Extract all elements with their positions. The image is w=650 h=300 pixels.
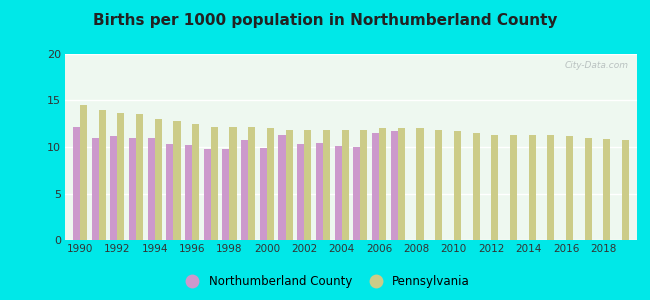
Bar	[285, 130, 293, 240]
Bar	[211, 127, 218, 240]
Bar	[304, 130, 311, 240]
Bar	[241, 140, 248, 240]
Bar	[417, 128, 424, 240]
Bar	[185, 145, 192, 240]
Bar	[203, 149, 211, 240]
Bar	[435, 130, 442, 240]
Bar	[491, 135, 499, 240]
Bar	[603, 139, 610, 240]
Bar	[323, 130, 330, 240]
Bar	[353, 147, 360, 240]
Bar	[297, 144, 304, 240]
Bar	[278, 135, 285, 240]
Bar	[379, 128, 386, 240]
Bar	[316, 143, 323, 240]
Bar	[229, 128, 237, 240]
Bar	[622, 140, 629, 240]
Bar	[148, 138, 155, 240]
Bar	[222, 149, 229, 240]
Bar	[528, 135, 536, 240]
Bar	[166, 144, 174, 240]
Bar	[248, 128, 255, 240]
Bar	[118, 112, 124, 240]
Bar	[360, 130, 367, 240]
Bar	[566, 136, 573, 240]
Bar	[335, 146, 342, 240]
Bar	[510, 135, 517, 240]
Bar	[372, 133, 379, 240]
Legend: Northumberland County, Pennsylvania: Northumberland County, Pennsylvania	[176, 270, 474, 292]
Bar	[80, 105, 87, 240]
Text: City-Data.com: City-Data.com	[564, 61, 629, 70]
Bar	[398, 128, 405, 240]
Bar	[454, 131, 461, 240]
Bar	[267, 128, 274, 240]
Text: Births per 1000 population in Northumberland County: Births per 1000 population in Northumber…	[93, 14, 557, 28]
Bar	[92, 138, 99, 240]
Bar	[155, 119, 162, 240]
Bar	[391, 131, 398, 240]
Bar	[99, 110, 106, 240]
Bar	[260, 148, 267, 240]
Bar	[584, 138, 592, 240]
Bar	[129, 138, 136, 240]
Bar	[174, 121, 181, 240]
Bar	[473, 133, 480, 240]
Bar	[192, 124, 199, 240]
Bar	[136, 114, 143, 240]
Bar	[111, 136, 118, 240]
Bar	[342, 130, 349, 240]
Bar	[73, 127, 80, 240]
Bar	[547, 135, 554, 240]
